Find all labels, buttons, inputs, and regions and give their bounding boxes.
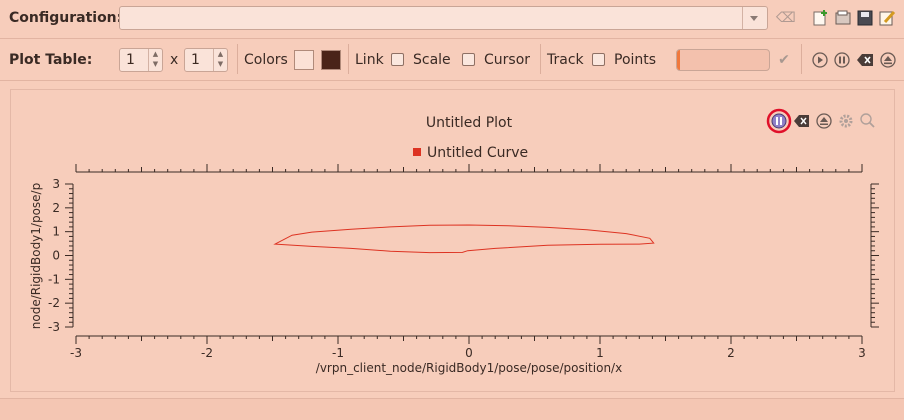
highlight-ring — [766, 108, 792, 134]
plot-table-label: Plot Table: — [9, 52, 93, 68]
clear-config-icon[interactable]: ⌫ — [776, 10, 796, 26]
cols-value: 1 — [191, 52, 200, 68]
cols-spinbox[interactable]: 1 ▲ ▼ — [184, 48, 228, 72]
foreground-color-swatch[interactable] — [321, 50, 341, 70]
x-tick-label: 3 — [858, 346, 866, 360]
x-tick-label: 2 — [727, 346, 735, 360]
play-icon[interactable] — [812, 52, 828, 68]
plot-eject-icon[interactable] — [816, 113, 832, 129]
track-label: Track — [547, 52, 584, 68]
check-icon[interactable]: ✔ — [778, 52, 790, 68]
y-tick-label: 3 — [52, 177, 60, 191]
background-color-swatch[interactable] — [294, 50, 314, 70]
x-axis-label: /vrpn_client_node/RigidBody1/pose/pose/p… — [316, 361, 622, 375]
cursor-label: Cursor — [484, 52, 531, 68]
y-tick-label: 1 — [52, 225, 60, 239]
clear-icon[interactable] — [856, 52, 874, 68]
y-tick-label: -1 — [48, 272, 60, 286]
link-label: Link — [355, 52, 384, 68]
axis-ticks — [65, 164, 879, 344]
toolbar-divider — [0, 38, 904, 39]
y-tick-labels: 3 2 1 0 -1 -2 -3 — [48, 177, 60, 334]
new-config-icon[interactable] — [812, 9, 830, 27]
x-tick-label: 1 — [596, 346, 604, 360]
y-axis-label: node/RigidBody1/pose/p — [29, 183, 43, 329]
separator — [540, 44, 541, 74]
x-tick-labels: -3 -2 -1 0 1 2 3 — [70, 346, 866, 360]
plot-panel — [10, 89, 895, 392]
open-config-icon[interactable] — [834, 9, 852, 27]
plot-canvas[interactable]: Untitled Plot Untitled Curve -3 -2 -1 0 1 2 3 … — [0, 0, 904, 400]
rows-spinbox[interactable]: 1 ▲ ▼ — [119, 48, 163, 72]
colors-label: Colors — [244, 52, 288, 68]
pause-icon[interactable] — [834, 52, 850, 68]
plot-pause-icon[interactable] — [771, 113, 787, 129]
spin-arrows-icon[interactable]: ▲ ▼ — [213, 49, 227, 71]
plot-title: Untitled Plot — [426, 115, 513, 131]
configuration-combo[interactable] — [119, 6, 768, 30]
rows-value: 1 — [126, 52, 135, 68]
spin-arrows-icon[interactable]: ▲ ▼ — [148, 49, 162, 71]
x-tick-label: -3 — [70, 346, 82, 360]
progress-bar — [676, 49, 770, 71]
track-checkbox[interactable] — [592, 53, 605, 66]
y-tick-label: 0 — [52, 249, 60, 263]
legend-swatch — [413, 148, 421, 156]
curve-line — [273, 224, 655, 254]
separator — [237, 44, 238, 74]
toolbar-divider — [0, 80, 904, 81]
y-tick-label: -3 — [48, 320, 60, 334]
separator — [801, 44, 802, 74]
x-tick-label: 0 — [465, 346, 473, 360]
zoom-icon[interactable] — [860, 113, 875, 128]
edit-config-icon[interactable] — [878, 9, 896, 27]
eject-icon[interactable] — [880, 52, 896, 68]
progress-fill — [677, 50, 680, 70]
x-tick-label: -2 — [201, 346, 213, 360]
separator — [348, 44, 349, 74]
y-tick-label: -2 — [48, 296, 60, 310]
y-tick-label: 2 — [52, 201, 60, 215]
save-config-icon[interactable] — [856, 9, 874, 27]
points-label: Points — [614, 52, 657, 68]
chevron-down-icon[interactable] — [742, 7, 767, 29]
scale-checkbox[interactable] — [462, 53, 475, 66]
configuration-label: Configuration: — [9, 10, 123, 26]
gear-icon[interactable] — [839, 114, 853, 128]
legend-label: Untitled Curve — [427, 145, 528, 161]
scale-label: Scale — [413, 52, 451, 68]
x-tick-label: -1 — [332, 346, 344, 360]
status-bar — [0, 398, 904, 420]
link-checkbox[interactable] — [391, 53, 404, 66]
plot-clear-icon[interactable] — [794, 115, 809, 127]
times-label: x — [170, 52, 179, 68]
